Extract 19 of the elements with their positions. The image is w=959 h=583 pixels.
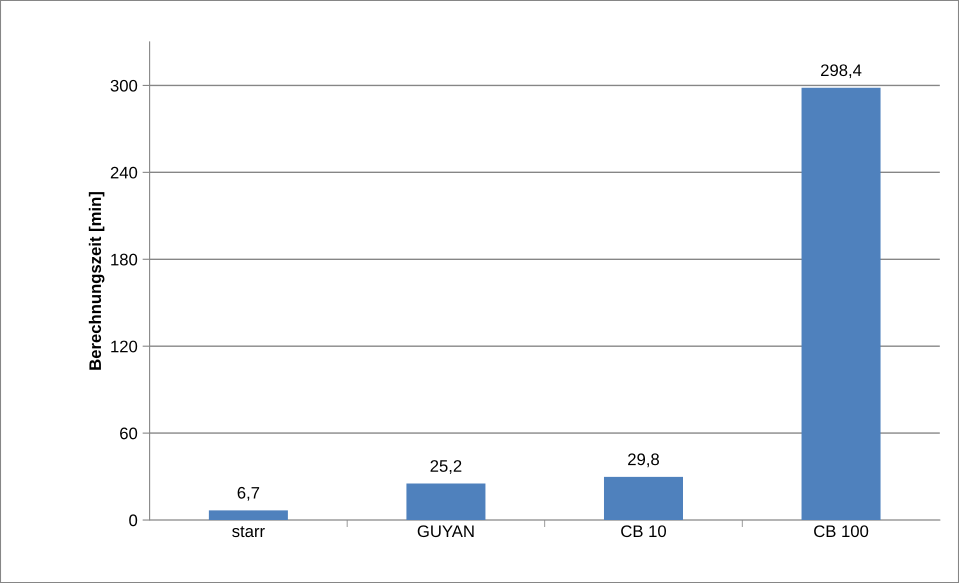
- x-tick-label: CB 10: [621, 525, 666, 538]
- x-tick-label: GUYAN: [418, 525, 474, 538]
- x-tick-label: CB 100: [814, 525, 868, 538]
- bar: [802, 88, 881, 520]
- x-tick-label: starr: [232, 526, 265, 538]
- y-tick-label: 240: [110, 166, 138, 179]
- y-tick-label: 300: [110, 80, 138, 92]
- bar: [406, 484, 486, 520]
- y-tick-label: 180: [111, 254, 138, 266]
- data-label: 29,8: [628, 453, 659, 468]
- y-axis-title: Berechnungszeit [min]: [88, 192, 104, 370]
- data-label: 6,7: [238, 486, 260, 501]
- y-tick-label: 120: [111, 340, 138, 352]
- bar: [604, 476, 683, 520]
- bar: [208, 510, 288, 520]
- y-tick-label: 0: [129, 514, 138, 526]
- data-label: 25,2: [430, 460, 462, 474]
- y-tick-label: 60: [120, 428, 138, 440]
- data-label: 298,4: [821, 64, 862, 78]
